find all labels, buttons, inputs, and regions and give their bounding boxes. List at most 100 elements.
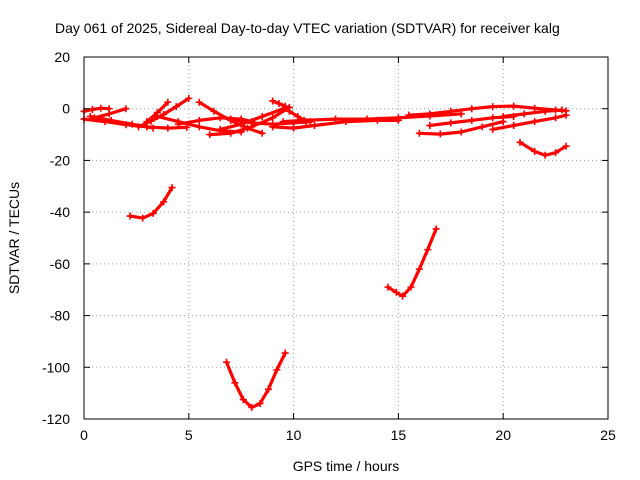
x-tick-label: 20 — [495, 427, 511, 443]
data-point-marker — [294, 112, 302, 120]
data-point-marker — [562, 142, 570, 150]
data-point-marker — [210, 107, 218, 115]
data-point-marker — [405, 111, 413, 119]
data-point-marker — [516, 138, 524, 146]
data-point-marker — [426, 110, 434, 118]
data-point-marker — [185, 94, 193, 102]
data-point-marker — [174, 120, 182, 128]
x-axis-label: GPS time / hours — [293, 458, 400, 474]
data-point-marker — [86, 112, 94, 120]
data-point-marker — [447, 119, 455, 127]
y-axis-label: SDTVAR / TECUs — [6, 182, 22, 294]
data-point-marker — [552, 149, 560, 157]
data-point-marker — [134, 123, 142, 131]
data-point-marker — [510, 102, 518, 110]
y-tick-label: -100 — [42, 359, 70, 375]
data-point-marker — [223, 358, 231, 366]
data-point-marker — [392, 288, 400, 296]
y-tick-label: -80 — [50, 308, 70, 324]
chart-title: Day 061 of 2025, Sidereal Day-to-day VTE… — [55, 20, 560, 36]
data-point-marker — [88, 105, 96, 113]
plot-frame — [83, 56, 609, 420]
data-point-marker — [90, 114, 98, 122]
data-series-arc-23 — [126, 184, 176, 222]
data-point-marker — [269, 123, 277, 131]
data-series-arc-24 — [223, 349, 289, 411]
data-point-marker — [520, 110, 528, 118]
data-point-marker — [275, 100, 283, 108]
data-point-marker — [227, 115, 235, 123]
y-tick-label: -40 — [50, 204, 70, 220]
data-point-marker — [363, 115, 371, 123]
data-series-arc-22 — [516, 138, 570, 159]
data-point-marker — [206, 131, 214, 139]
data-point-marker — [285, 107, 293, 115]
data-point-marker — [531, 118, 539, 126]
series-line — [518, 140, 568, 157]
data-point-marker — [407, 283, 415, 291]
data-point-marker — [149, 209, 157, 217]
data-point-marker — [273, 366, 281, 374]
series-line — [386, 227, 438, 298]
data-point-marker — [143, 118, 151, 126]
data-point-marker — [216, 125, 224, 133]
data-point-marker — [231, 379, 239, 387]
x-tick-label: 0 — [80, 427, 88, 443]
y-tick-label: 0 — [62, 101, 70, 117]
data-point-marker — [164, 124, 172, 132]
data-point-marker — [541, 107, 549, 115]
y-tick-label: -60 — [50, 256, 70, 272]
data-point-marker — [248, 119, 256, 127]
data-point-marker — [531, 104, 539, 112]
data-point-marker — [424, 246, 432, 254]
series-line — [501, 108, 564, 119]
data-point-marker — [311, 122, 319, 130]
x-tick-label: 10 — [286, 427, 302, 443]
grid-lines — [84, 57, 608, 419]
data-series-arc-16 — [285, 107, 310, 126]
data-point-marker — [432, 225, 440, 233]
data-point-marker — [415, 129, 423, 137]
data-series-arc-06 — [143, 98, 172, 126]
data-point-marker — [227, 129, 235, 137]
data-point-marker — [531, 147, 539, 155]
data-point-marker — [279, 118, 287, 126]
data-point-marker — [128, 120, 136, 128]
data-point-marker — [153, 112, 161, 120]
data-point-marker — [478, 123, 486, 131]
data-series-arc-25 — [384, 225, 440, 300]
data-point-marker — [562, 111, 570, 119]
x-tick-label: 15 — [391, 427, 407, 443]
data-point-marker — [499, 112, 507, 120]
series-line — [224, 351, 287, 409]
data-point-marker — [415, 265, 423, 273]
data-series — [80, 94, 570, 411]
data-point-marker — [195, 123, 203, 131]
y-tick-labels: 20 0 -20 -40 -60 -80 -100 -120 — [42, 49, 70, 427]
data-point-marker — [281, 102, 289, 110]
data-point-marker — [164, 98, 172, 106]
data-point-marker — [384, 283, 392, 291]
axis-ticks — [83, 56, 609, 420]
data-point-marker — [510, 122, 518, 130]
data-series-arc-04 — [90, 105, 130, 122]
data-point-marker — [172, 103, 180, 111]
data-point-marker — [489, 114, 497, 122]
data-point-marker — [248, 403, 256, 411]
data-point-marker — [160, 198, 168, 206]
data-series-arc-20 — [489, 111, 570, 133]
data-point-marker — [457, 128, 465, 136]
data-point-marker — [332, 115, 340, 123]
x-tick-label: 5 — [185, 427, 193, 443]
data-point-marker — [558, 106, 566, 114]
data-point-marker — [269, 97, 277, 105]
data-point-marker — [552, 114, 560, 122]
data-series-arc-05 — [134, 94, 193, 131]
data-point-marker — [107, 116, 115, 124]
data-point-marker — [258, 112, 266, 120]
data-point-marker — [468, 105, 476, 113]
data-point-marker — [541, 151, 549, 159]
data-point-marker — [264, 385, 272, 393]
data-point-marker — [239, 396, 247, 404]
